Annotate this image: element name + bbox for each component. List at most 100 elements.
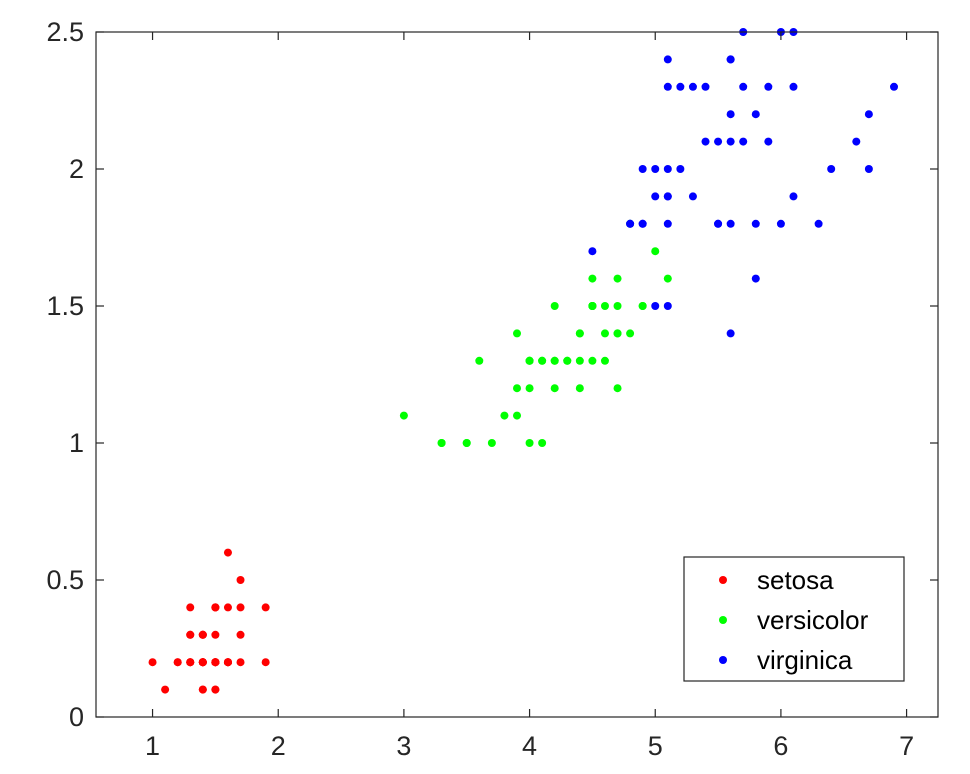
data-point — [676, 82, 685, 91]
data-point — [575, 384, 584, 393]
y-tick-label: 0.5 — [46, 565, 84, 595]
data-point — [513, 411, 521, 420]
legend-marker — [719, 616, 727, 624]
data-point — [651, 165, 660, 173]
data-point — [751, 219, 760, 228]
legend-label: virginica — [757, 645, 853, 675]
y-tick-label: 0 — [69, 702, 84, 732]
data-point — [764, 137, 773, 146]
data-point — [211, 685, 220, 694]
data-point — [261, 658, 270, 667]
data-point — [663, 82, 672, 91]
data-point — [538, 439, 547, 447]
data-point — [513, 329, 521, 338]
data-point — [198, 685, 207, 694]
data-point — [739, 137, 748, 146]
x-tick-label: 1 — [145, 731, 160, 761]
data-point — [500, 411, 509, 420]
data-point — [525, 439, 534, 447]
data-point — [211, 658, 220, 667]
legend-label: setosa — [757, 565, 834, 595]
data-point — [600, 302, 609, 310]
data-point — [651, 302, 660, 310]
data-point — [726, 329, 735, 338]
series-virginica — [588, 28, 899, 338]
data-point — [688, 192, 697, 201]
data-point — [487, 439, 496, 447]
data-point — [651, 247, 660, 256]
data-point — [236, 630, 245, 639]
data-point — [852, 137, 861, 146]
axes: 1 2 3 4 5 6 7 0 0.5 1 1.5 2 2.5 — [46, 17, 939, 761]
data-point — [651, 192, 660, 201]
data-point — [663, 274, 672, 283]
data-point — [638, 219, 647, 228]
data-point — [223, 603, 232, 612]
y-tick-label: 1.5 — [46, 291, 84, 321]
data-point — [789, 192, 798, 201]
data-point — [739, 82, 748, 91]
data-point — [613, 384, 622, 393]
data-point — [751, 110, 760, 119]
data-point — [588, 302, 597, 310]
data-point — [261, 603, 270, 612]
data-point — [563, 356, 572, 365]
series-versicolor — [399, 219, 672, 447]
data-point — [751, 274, 760, 283]
data-point — [513, 384, 521, 393]
data-point — [550, 384, 559, 393]
data-point — [827, 165, 836, 173]
data-point — [613, 274, 622, 283]
data-point — [223, 548, 232, 557]
data-point — [626, 329, 635, 338]
data-point — [475, 356, 484, 365]
x-tick-label: 4 — [522, 731, 537, 761]
data-point — [663, 192, 672, 201]
data-point — [726, 219, 735, 228]
data-point — [663, 165, 672, 173]
data-point — [663, 219, 672, 228]
data-point — [538, 356, 547, 365]
data-point — [437, 439, 446, 447]
series-setosa — [148, 548, 270, 694]
data-point — [663, 55, 672, 64]
x-tick-label: 6 — [773, 731, 788, 761]
data-point — [148, 658, 157, 667]
data-point — [626, 219, 635, 228]
data-point — [186, 603, 195, 612]
axes-box — [95, 31, 939, 718]
data-point — [613, 302, 622, 310]
y-tick-label: 2 — [69, 154, 84, 184]
data-point — [688, 82, 697, 91]
data-point — [525, 384, 534, 393]
data-point — [726, 55, 735, 64]
data-point — [714, 219, 723, 228]
data-point — [864, 165, 873, 173]
data-point — [211, 630, 220, 639]
data-point — [764, 82, 773, 91]
data-point — [701, 82, 710, 91]
data-point — [575, 356, 584, 365]
legend-marker — [719, 576, 727, 584]
data-point — [211, 603, 220, 612]
data-point — [714, 137, 723, 146]
data-point — [575, 329, 584, 338]
x-tick-label: 3 — [396, 731, 411, 761]
data-point — [663, 302, 672, 310]
data-point — [814, 219, 823, 228]
y-tick-label: 1 — [69, 428, 84, 458]
data-point — [462, 439, 471, 447]
data-point — [186, 630, 195, 639]
data-point — [161, 685, 170, 694]
legend-marker — [719, 656, 727, 664]
data-point — [236, 576, 245, 584]
x-tick-label: 7 — [899, 731, 914, 761]
data-point — [890, 82, 899, 91]
data-point — [600, 356, 609, 365]
data-point — [726, 110, 735, 119]
x-tick-label: 5 — [648, 731, 663, 761]
legend: setosa versicolor virginica — [683, 556, 905, 682]
data-point — [726, 137, 735, 146]
